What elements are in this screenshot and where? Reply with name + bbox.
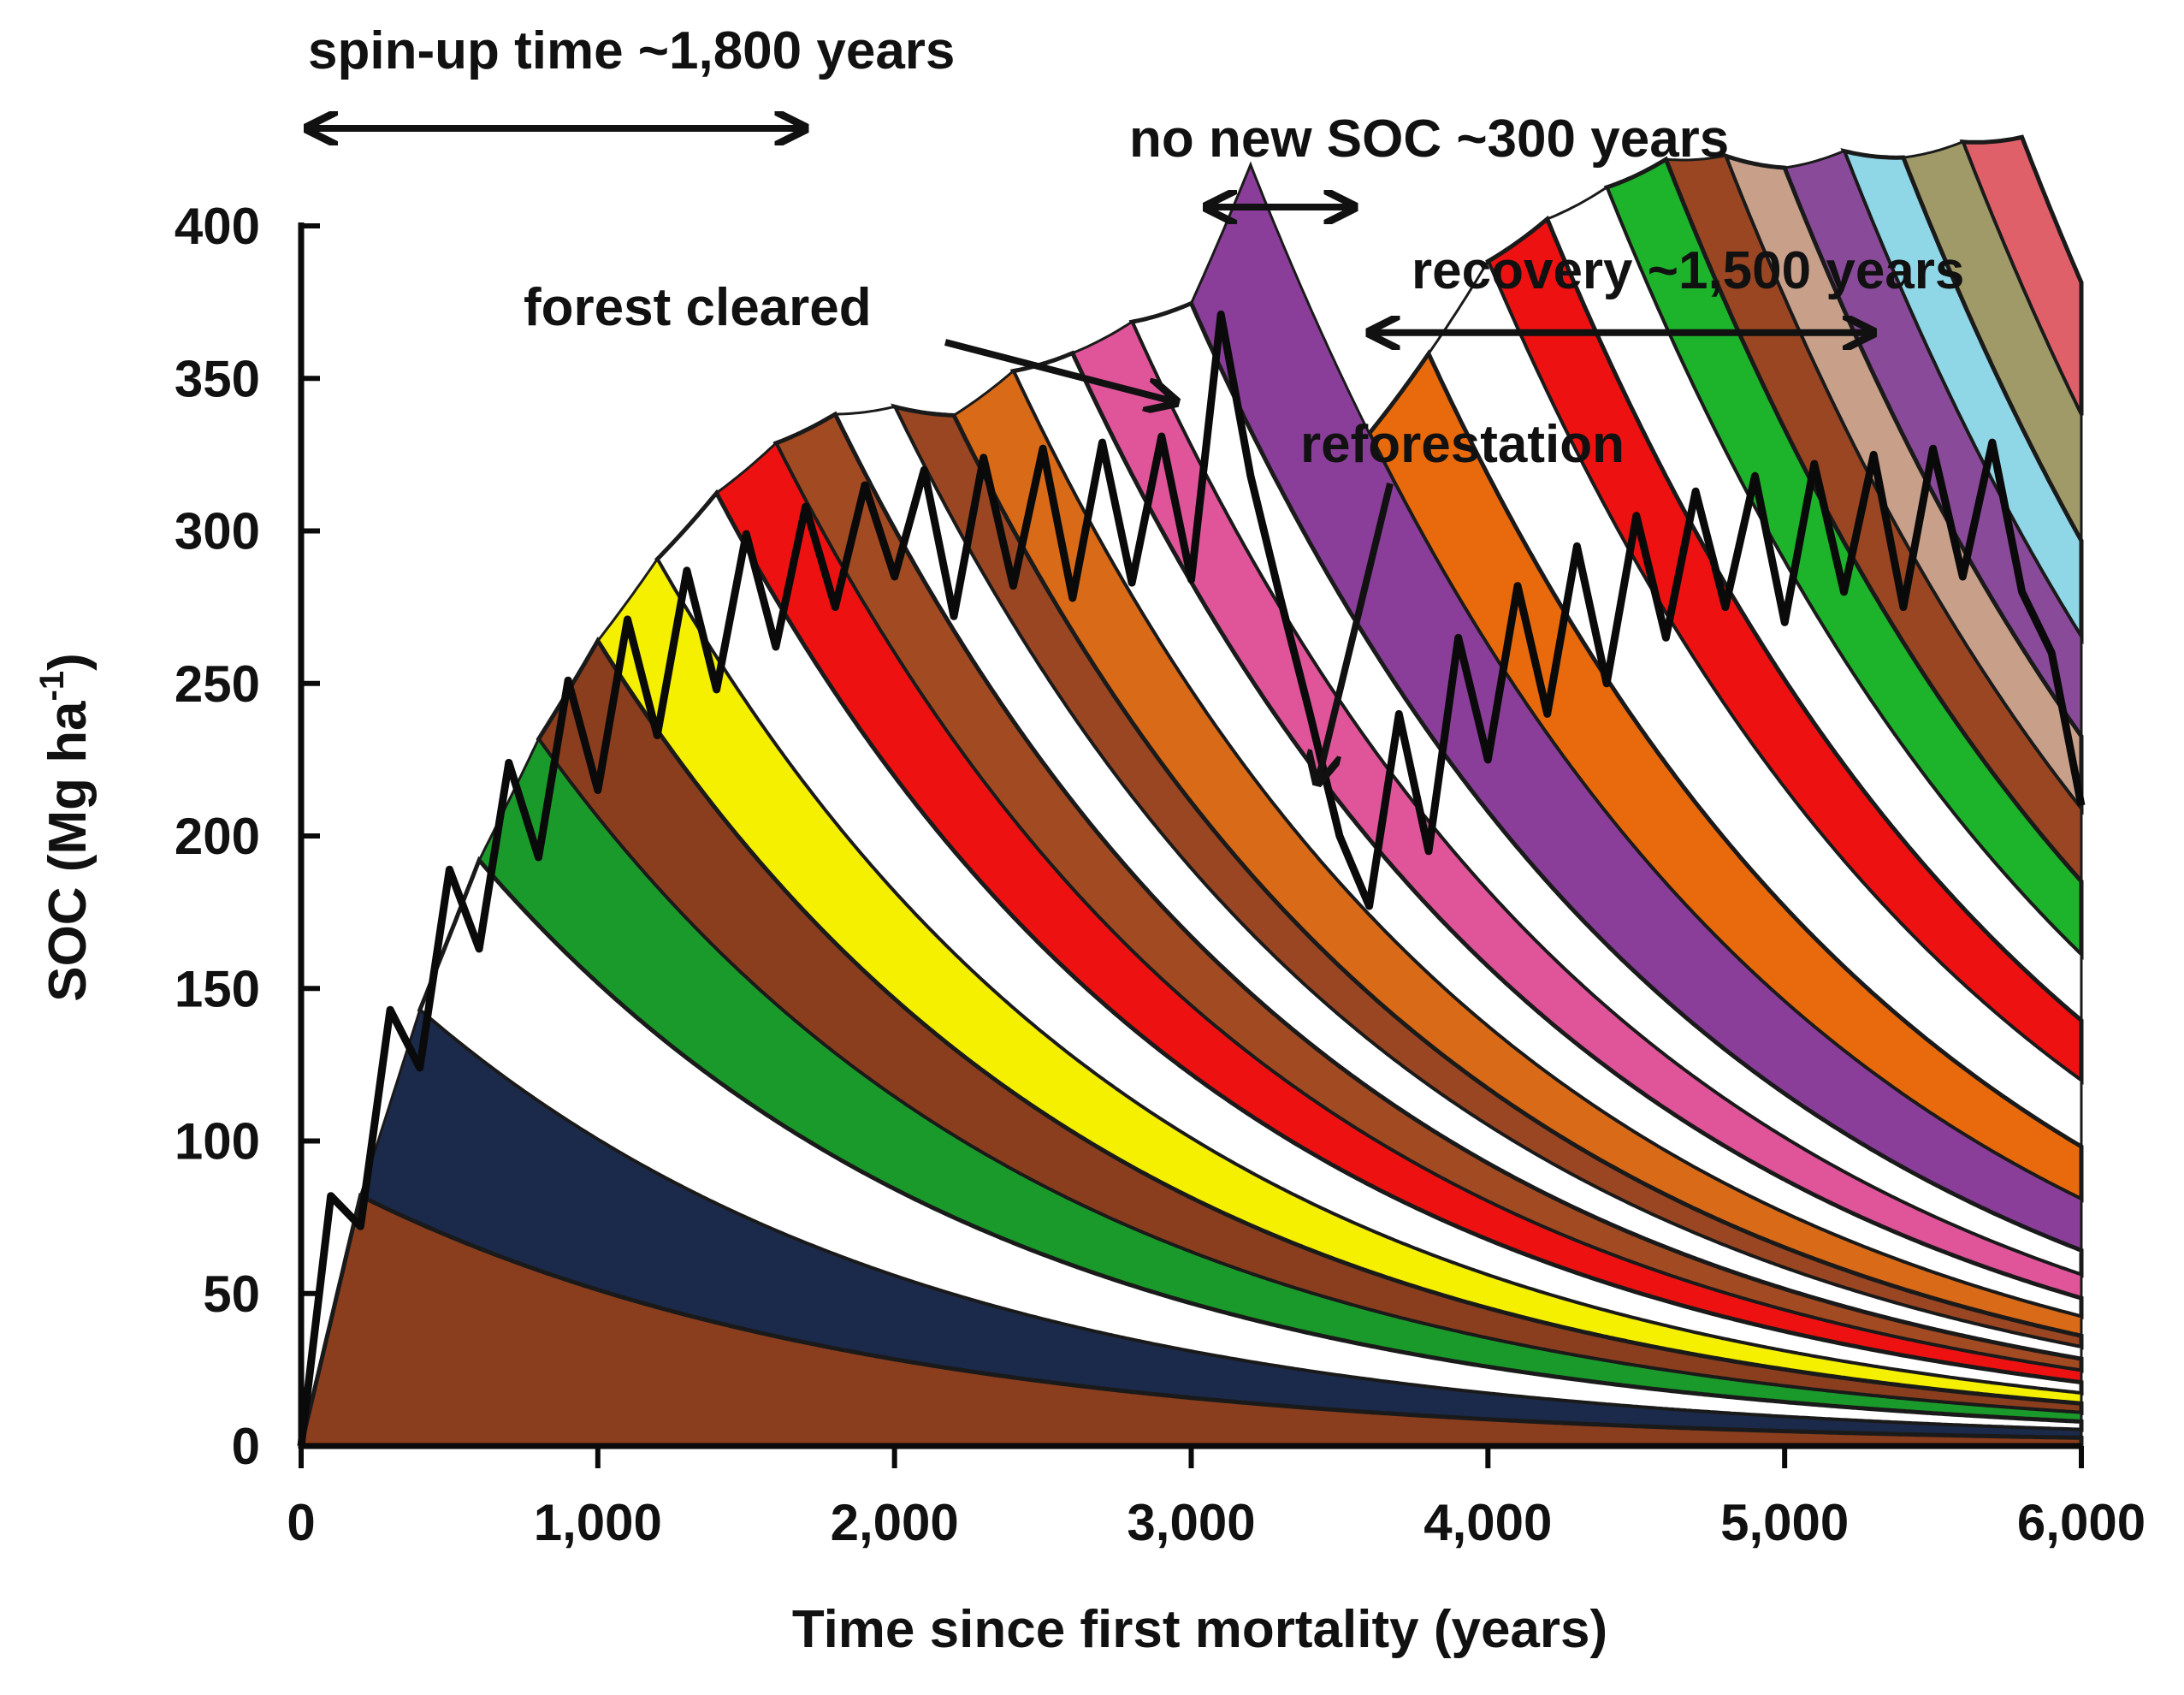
y-tick-label-300: 300 bbox=[175, 503, 260, 560]
y-axis-ticks: 0 50 100 150 200 250 300 350 400 bbox=[175, 198, 320, 1475]
x-tick-label-1000: 1,000 bbox=[534, 1494, 662, 1551]
reforestation-label: reforestation bbox=[1300, 415, 1625, 474]
y-tick-label-50: 50 bbox=[203, 1265, 260, 1323]
y-axis-title-close: ) bbox=[38, 653, 98, 671]
y-tick-label-200: 200 bbox=[175, 808, 260, 865]
y-axis-title: SOC (Mg ha-1) bbox=[33, 653, 98, 1002]
y-tick-label-400: 400 bbox=[175, 198, 260, 255]
forest-cleared-label: forest cleared bbox=[524, 278, 872, 337]
y-tick-label-250: 250 bbox=[175, 655, 260, 713]
y-tick-label-0: 0 bbox=[232, 1418, 260, 1475]
x-tick-label-5000: 5,000 bbox=[1720, 1494, 1849, 1551]
spin-up-label: spin-up time ~1,800 years bbox=[308, 21, 955, 80]
x-tick-label-3000: 3,000 bbox=[1127, 1494, 1255, 1551]
x-tick-label-4000: 4,000 bbox=[1423, 1494, 1552, 1551]
recovery-label: recovery ~1,500 years bbox=[1412, 241, 1964, 300]
x-axis-ticks: 0 1,000 2,000 3,000 4,000 5,000 6,000 bbox=[287, 1446, 2146, 1551]
chart-annotations: spin-up time ~1,800 years no new SOC ~300… bbox=[307, 21, 1964, 783]
y-axis-title-main: SOC (Mg ha bbox=[38, 701, 98, 1002]
reforestation-arrow bbox=[1317, 483, 1394, 783]
soc-cohort-layers bbox=[298, 134, 2084, 1449]
chart-axes: 0 50 100 150 200 250 300 350 400 0 1,000 2,000 3,00… bbox=[175, 198, 2146, 1551]
forest-cleared-arrow bbox=[944, 339, 1176, 402]
y-tick-label-100: 100 bbox=[175, 1113, 260, 1170]
x-tick-label-0: 0 bbox=[287, 1494, 315, 1551]
y-tick-label-350: 350 bbox=[175, 350, 260, 407]
y-axis-title-superscript: -1 bbox=[33, 671, 71, 702]
x-tick-label-2000: 2,000 bbox=[831, 1494, 959, 1551]
no-new-soc-label: no new SOC ~300 years bbox=[1129, 110, 1729, 169]
total-soc-line bbox=[297, 310, 2086, 1447]
x-axis-title: Time since first mortality (years) bbox=[792, 1600, 1607, 1659]
y-tick-label-150: 150 bbox=[175, 960, 260, 1017]
x-tick-label-6000: 6,000 bbox=[2017, 1494, 2146, 1551]
